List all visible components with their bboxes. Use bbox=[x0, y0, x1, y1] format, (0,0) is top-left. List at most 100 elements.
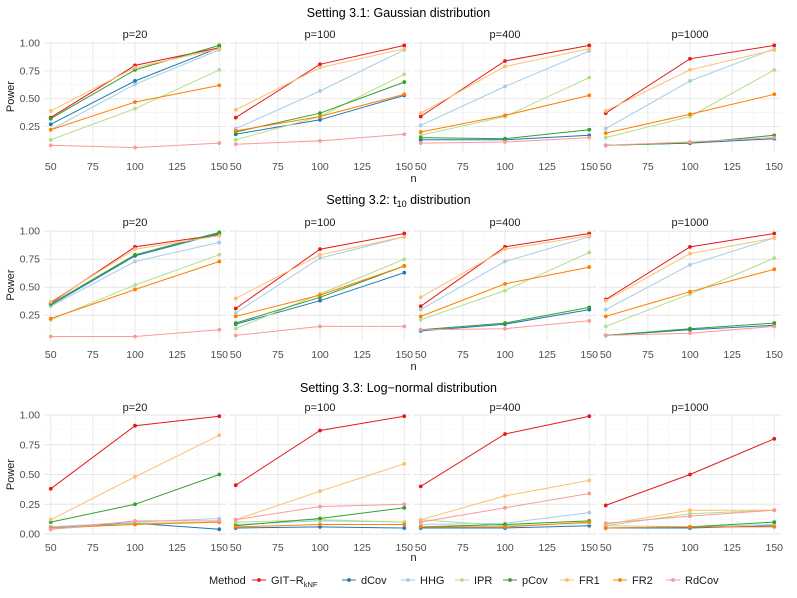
data-point-pCov bbox=[503, 136, 507, 141]
data-point-FR2 bbox=[318, 293, 322, 297]
data-point-RdCov bbox=[133, 334, 137, 339]
x-tick-label: 150 bbox=[765, 349, 783, 361]
panel-p=400: p=400 50 75 100 125 150 bbox=[414, 29, 598, 173]
y-tick-label: 0.75 bbox=[20, 439, 41, 451]
data-point-FR1 bbox=[772, 47, 777, 52]
data-point-RdCov bbox=[217, 141, 222, 146]
data-point-FR1 bbox=[133, 247, 137, 252]
panel-strip-label: p=100 bbox=[305, 217, 336, 229]
data-point-FR2 bbox=[603, 526, 608, 530]
data-point-GIT-R_kNF bbox=[402, 43, 407, 48]
data-point-FR1 bbox=[48, 109, 53, 113]
legend-label-main: IPR bbox=[474, 575, 492, 587]
data-point-FR1 bbox=[318, 65, 322, 70]
data-point-RdCov bbox=[48, 527, 53, 532]
data-point-pCov bbox=[318, 111, 322, 116]
data-point-GIT-R_kNF bbox=[402, 414, 407, 419]
data-point-IPR bbox=[418, 317, 423, 322]
y-tick-label: 0.50 bbox=[20, 93, 41, 105]
data-point-FR2 bbox=[217, 83, 222, 88]
data-point-IPR bbox=[217, 67, 222, 72]
legend-item-dCov: dCov bbox=[342, 575, 387, 587]
panel-strip-label: p=20 bbox=[123, 29, 148, 41]
legend-key-point bbox=[257, 578, 261, 582]
data-point-RdCov bbox=[48, 334, 53, 339]
data-point-FR2 bbox=[503, 524, 507, 529]
panel-p=20: p=20 50 75 100 125 150 bbox=[44, 29, 228, 173]
data-point-IPR bbox=[217, 252, 222, 257]
data-point-FR1 bbox=[587, 478, 592, 483]
x-tick-label: 100 bbox=[126, 349, 144, 361]
x-tick-label: 125 bbox=[168, 542, 186, 554]
data-point-RdCov bbox=[587, 491, 592, 496]
data-point-FR2 bbox=[688, 289, 692, 294]
data-point-FR1 bbox=[503, 247, 507, 252]
data-point-IPR bbox=[587, 75, 592, 80]
data-point-FR2 bbox=[418, 314, 423, 319]
data-point-pCov bbox=[418, 135, 423, 140]
data-point-GIT-R_kNF bbox=[48, 486, 53, 491]
legend-key-point bbox=[508, 578, 512, 582]
setting-title-rest: distribution bbox=[407, 193, 471, 207]
panel-p=100: p=100 50 75 100 125 150 bbox=[229, 217, 413, 361]
data-point-FR1 bbox=[318, 489, 322, 494]
data-point-HHG bbox=[418, 123, 423, 128]
data-point-FR2 bbox=[772, 92, 777, 97]
x-tick-label: 150 bbox=[210, 542, 228, 554]
setting-3-title: Setting 3.3: Log−normal distribution bbox=[300, 381, 497, 395]
data-point-FR2 bbox=[133, 287, 137, 292]
data-point-FR2 bbox=[418, 130, 423, 134]
data-point-RdCov bbox=[217, 519, 222, 523]
setting-2-chart: Setting 3.2: t10 distribution Power n 0.25 0… bbox=[5, 193, 783, 373]
x-tick-label: 125 bbox=[723, 161, 741, 173]
legend-label-main: dCov bbox=[361, 575, 387, 587]
panel-p=1000: p=1000 50 75 100 125 150 bbox=[599, 217, 783, 361]
data-point-RdCov bbox=[318, 504, 322, 509]
x-tick-label: 100 bbox=[126, 161, 144, 173]
data-point-HHG bbox=[133, 82, 137, 87]
data-point-FR1 bbox=[133, 65, 137, 70]
x-tick-label: 150 bbox=[765, 161, 783, 173]
data-point-FR2 bbox=[772, 524, 777, 529]
data-point-FR1 bbox=[503, 494, 507, 498]
data-point-FR1 bbox=[688, 67, 692, 72]
data-point-RdCov bbox=[233, 142, 238, 147]
legend-label: dCov bbox=[361, 575, 387, 587]
legend-label-subscript: kNF bbox=[304, 580, 318, 589]
panel-strip-label: p=400 bbox=[490, 217, 521, 229]
data-point-FR1 bbox=[418, 295, 423, 300]
data-point-IPR bbox=[233, 326, 238, 331]
data-point-GIT-R_kNF bbox=[233, 483, 238, 488]
y-tick-label: 1.00 bbox=[20, 410, 41, 422]
legend-key-point bbox=[347, 578, 351, 582]
data-point-pCov bbox=[217, 230, 222, 235]
data-point-pCov bbox=[772, 321, 777, 325]
panel-p=100: p=100 50 75 100 125 150 bbox=[229, 402, 413, 554]
y-axis-title: Power bbox=[5, 459, 17, 491]
legend-item-IPR: IPR bbox=[455, 575, 492, 587]
data-point-RdCov bbox=[402, 324, 407, 329]
data-point-pCov bbox=[133, 252, 137, 257]
data-point-RdCov bbox=[587, 135, 592, 140]
legend-label: RdCov bbox=[685, 575, 719, 587]
x-tick-label: 150 bbox=[395, 161, 413, 173]
data-point-HHG bbox=[418, 307, 423, 312]
y-axis-title: Power bbox=[5, 269, 17, 301]
x-tick-label: 50 bbox=[45, 349, 57, 361]
legend-label: HHG bbox=[420, 575, 444, 587]
legend-label: IPR bbox=[474, 575, 492, 587]
data-point-RdCov bbox=[603, 521, 608, 526]
data-point-RdCov bbox=[217, 327, 222, 332]
panel-strip-label: p=20 bbox=[123, 217, 148, 229]
x-tick-label: 75 bbox=[642, 349, 654, 361]
data-point-RdCov bbox=[318, 139, 322, 143]
data-point-GIT-R_kNF bbox=[418, 114, 423, 119]
data-point-RdCov bbox=[688, 514, 692, 519]
legend-item-FR2: FR2 bbox=[613, 575, 653, 587]
data-point-GIT-R_kNF bbox=[418, 484, 423, 489]
x-tick-label: 100 bbox=[311, 349, 329, 361]
data-point-HHG bbox=[688, 262, 692, 267]
panel-p=20: p=20 50 75 100 125 150 bbox=[44, 217, 228, 361]
setting-title-main: Setting 3.3: Log−normal distribution bbox=[300, 381, 497, 395]
x-tick-label: 50 bbox=[415, 161, 427, 173]
